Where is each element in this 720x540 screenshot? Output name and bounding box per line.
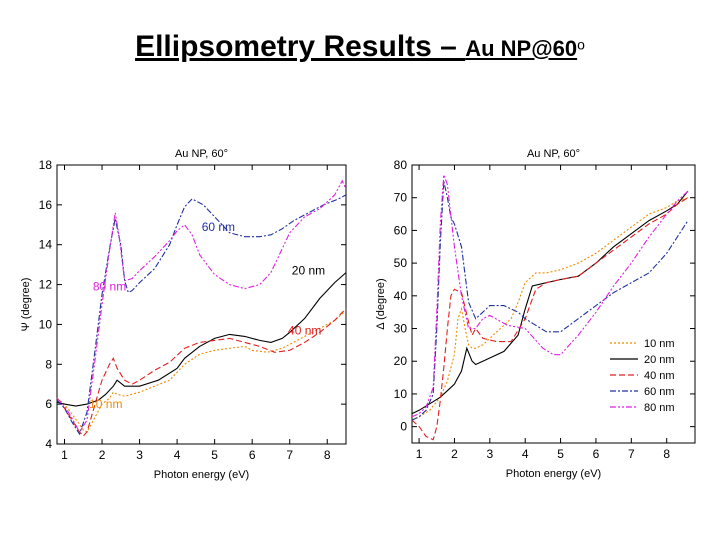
- x-tick-label: 3: [486, 447, 493, 461]
- chart-title: Au NP, 60°: [527, 148, 580, 160]
- x-tick-label: 7: [286, 448, 293, 462]
- legend: 10 nm 20 nm 40 nm 60 nm 80 nm: [610, 338, 675, 414]
- series-line-20-nm: [411, 190, 689, 415]
- y-tick-label: 70: [394, 191, 408, 205]
- y-tick-label: 12: [39, 278, 53, 292]
- x-tick-label: 4: [522, 447, 529, 461]
- x-axis-label: Photon energy (eV): [506, 468, 601, 480]
- y-tick-label: 30: [394, 322, 408, 336]
- y-tick-label: 14: [39, 238, 53, 252]
- x-tick-label: 1: [416, 447, 423, 461]
- y-tick-label: 16: [39, 198, 53, 212]
- y-tick-label: 10: [394, 387, 408, 401]
- legend-label: 80 nm: [644, 402, 675, 414]
- x-tick-label: 8: [663, 447, 670, 461]
- x-tick-label: 4: [174, 448, 181, 462]
- slide-title-superscript: o: [577, 36, 585, 53]
- series-line-60-nm: [56, 194, 347, 436]
- y-axis-label: Δ (degree): [375, 278, 387, 329]
- y-tick-label: 80: [394, 158, 408, 172]
- series-line-10-nm: [411, 197, 689, 421]
- plot-frame: [411, 164, 696, 444]
- y-tick-label: 18: [39, 158, 53, 172]
- legend-label: 10 nm: [644, 338, 675, 350]
- chart-title: Au NP, 60°: [175, 148, 228, 160]
- y-axis-label: Ψ (degree): [20, 278, 32, 332]
- x-tick-label: 6: [593, 447, 600, 461]
- slide-title-sub: Au NP@60: [465, 36, 578, 61]
- series-line-80-nm: [56, 179, 347, 434]
- x-tick-label: 6: [249, 448, 256, 462]
- x-tick-label: 2: [99, 448, 106, 462]
- y-tick-label: 10: [39, 317, 53, 331]
- x-tick-label: 1: [61, 448, 68, 462]
- series-annotation: 20 nm: [292, 264, 325, 278]
- series-line-80-nm: [411, 174, 689, 418]
- x-tick-label: 3: [136, 448, 143, 462]
- plot-frame: [56, 164, 347, 445]
- y-tick-label: 0: [400, 420, 407, 434]
- y-tick-label: 8: [45, 357, 52, 371]
- series-annotation: 10 nm: [89, 397, 122, 411]
- x-tick-label: 5: [557, 447, 564, 461]
- y-tick-label: 40: [394, 289, 408, 303]
- series-annotation: 40 nm: [288, 323, 321, 337]
- series-line-60-nm: [411, 181, 689, 421]
- y-tick-label: 6: [45, 397, 52, 411]
- y-tick-label: 60: [394, 223, 408, 237]
- x-tick-label: 5: [211, 448, 218, 462]
- x-axis-label: Photon energy (eV): [154, 469, 249, 481]
- series-line-40-nm: [56, 308, 347, 437]
- x-tick-label: 8: [324, 448, 331, 462]
- series-line-20-nm: [56, 272, 347, 407]
- slide-title: Ellipsometry Results – Au NP@60o: [0, 30, 720, 64]
- legend-label: 60 nm: [644, 386, 675, 398]
- x-tick-label: 2: [451, 447, 458, 461]
- legend-label: 20 nm: [644, 354, 675, 366]
- series-line-10-nm: [56, 310, 347, 433]
- legend-label: 40 nm: [644, 370, 675, 382]
- y-tick-label: 4: [45, 437, 52, 451]
- y-tick-label: 20: [394, 354, 408, 368]
- series-annotation: 60 nm: [202, 220, 235, 234]
- x-tick-label: 7: [628, 447, 635, 461]
- series-line-40-nm: [411, 197, 689, 441]
- slide-title-main: Ellipsometry Results –: [135, 30, 466, 63]
- chart-panel-2: Au NP, 60°1 2 3 4 5 6 7 801020304050607080Photo…: [375, 148, 696, 480]
- y-tick-label: 50: [394, 256, 408, 270]
- series-annotation: 80 nm: [93, 280, 126, 294]
